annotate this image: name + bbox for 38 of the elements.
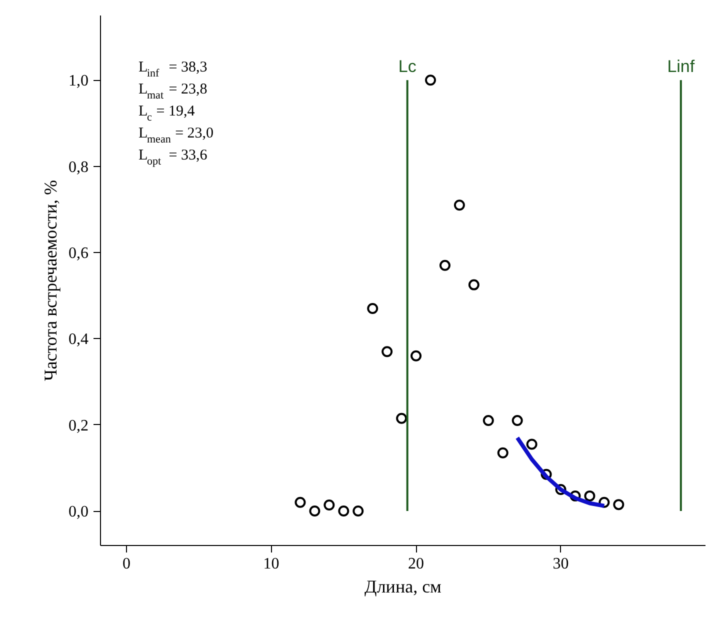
point: [367, 303, 378, 314]
point: [584, 490, 596, 502]
point: [497, 447, 508, 458]
point: [570, 490, 581, 502]
point: [540, 468, 552, 480]
point: [454, 200, 465, 211]
point: [410, 350, 422, 362]
point: [324, 500, 335, 510]
point: [468, 279, 480, 290]
point: [512, 415, 523, 426]
point: [555, 484, 566, 495]
point: [382, 346, 393, 358]
point: [294, 496, 306, 508]
y-tick-label: 0,2: [68, 417, 88, 434]
x-tick-label: 20: [408, 556, 424, 572]
point: [338, 506, 350, 517]
point: [352, 506, 364, 517]
point: [309, 506, 320, 517]
point: [482, 415, 494, 426]
point: [396, 412, 408, 424]
ref-line-label: Lc: [398, 57, 417, 76]
x-tick-label: 0: [122, 556, 131, 572]
y-tick-label: 0,4: [68, 331, 88, 348]
y-tick-label: 0,8: [68, 158, 88, 176]
y-tick-label: 1,0: [68, 72, 88, 90]
y-tick-label: 0,0: [68, 504, 88, 521]
point: [439, 260, 450, 271]
point: [598, 496, 610, 508]
y-axis-title: Частота встречаемости, %: [40, 180, 60, 382]
point: [526, 438, 538, 450]
point: [425, 74, 436, 86]
line-series: [515, 436, 606, 508]
x-tick-label: 10: [263, 556, 280, 572]
y-tick-label: 0,6: [68, 244, 88, 262]
ref-line-label: Linf: [667, 57, 695, 76]
x-axis-title: Длина, см: [364, 576, 442, 596]
point: [613, 499, 624, 510]
x-tick-label: 30: [552, 556, 569, 572]
